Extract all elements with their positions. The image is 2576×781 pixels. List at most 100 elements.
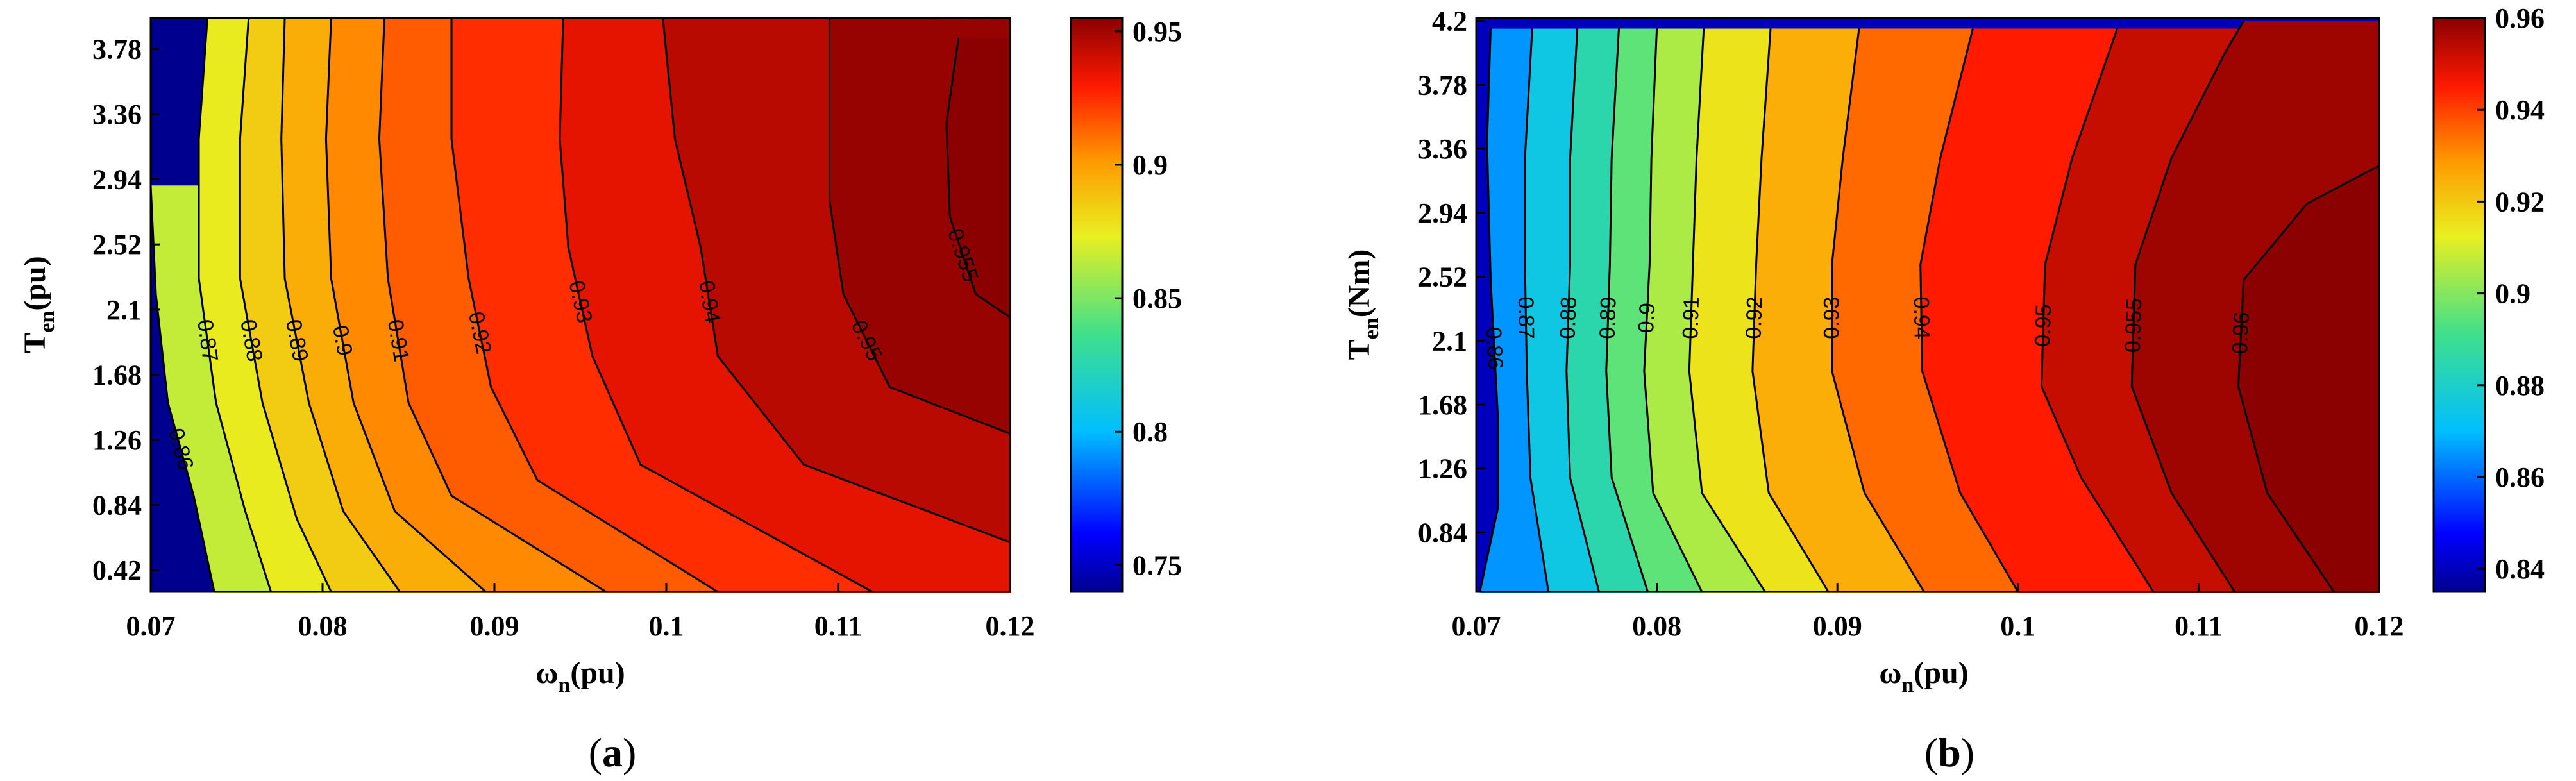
contour-line-0.93: [1831, 28, 1925, 592]
y-tick-label: 4.2: [1432, 6, 1467, 37]
contour-line-0.955: [2130, 20, 2245, 592]
contour-line-0.88: [1565, 28, 1600, 592]
contour-line-0.94: [1919, 28, 2019, 592]
contour-label: 0.9: [328, 324, 357, 358]
x-ticks-b: 0.07 0.08 0.09 0.1 0.11 0.12: [1452, 583, 2404, 642]
x-tick-label: 0.1: [2000, 610, 2035, 642]
contour-label: 0.91: [1678, 296, 1704, 339]
contour-line-0.9: [324, 17, 487, 593]
colorbar-ticks-b: 0.84 0.86 0.88 0.9 0.92 0.94 0.96: [2477, 3, 2545, 585]
contour-label: 0.955: [2121, 298, 2147, 353]
y-tick-label: 0.84: [1418, 517, 1467, 548]
x-tick-label: 0.08: [298, 610, 348, 642]
colorbar-a: [1070, 17, 1124, 593]
contour-line-0.94: [662, 17, 1011, 543]
contour-line-0.92: [1751, 28, 1830, 592]
contour-label: 0.94: [1909, 296, 1934, 339]
contour-line-0.92: [450, 18, 719, 593]
contour-lines-b: [1479, 20, 2380, 592]
y-ticks-a: 0.42 0.84 1.26 1.68 2.1 2.52 2.94 3.36 3.78: [92, 33, 160, 586]
colorbar-b: [2432, 17, 2486, 593]
y-tick-label: 0.84: [92, 490, 142, 521]
y-tick-label: 2.94: [92, 164, 142, 196]
y-axis-label-b: Ten(Nm): [1342, 249, 1383, 360]
contour-line-0.88: [239, 17, 332, 592]
contour-line-0.89: [280, 17, 401, 592]
colorbar-tick-label: 0.95: [1132, 16, 1182, 47]
contour-band-0.96: [2238, 165, 2380, 593]
x-axis-label-a: ωn(pu): [535, 656, 625, 697]
contour-label: 0.96: [2228, 311, 2254, 355]
contour-line-0.96: [2237, 164, 2380, 592]
contour-labels-b: 0.860.87 0.88 0.89 0.9 0.91 0.92 0.93 0.94 0.95 0…: [1481, 296, 2254, 370]
colorbar-tick-label: 0.85: [1132, 283, 1182, 314]
x-tick-label: 0.08: [1632, 610, 1681, 642]
y-tick-label: 2.1: [106, 294, 142, 326]
y-tick-label: 2.1: [1432, 325, 1467, 357]
contour-line-0.86: [149, 185, 215, 592]
y-tick-label: 2.52: [1418, 262, 1467, 293]
colorbar-tick-label: 0.96: [2495, 3, 2545, 34]
x-axis-label-b: ωn(pu): [1879, 656, 1968, 697]
colorbar-tick-label: 0.94: [2495, 94, 2545, 126]
contour-fill-a: [151, 17, 1012, 593]
panel-label-b: (b): [1924, 730, 1974, 775]
contour-line-0.955: [945, 38, 1011, 319]
x-ticks-a: 0.07 0.08 0.09 0.1 0.11 0.12: [126, 583, 1035, 642]
colorbar-tick-label: 0.75: [1132, 550, 1182, 581]
contour-line-0.91: [378, 17, 607, 593]
contour-label: 0.86: [1481, 326, 1507, 370]
y-tick-label: 2.94: [1418, 197, 1467, 229]
contour-label: 0.87: [192, 318, 223, 364]
colorbar-tick-label: 0.92: [2495, 186, 2545, 217]
plot-frame-a: [149, 17, 1011, 593]
y-ticks-b: 0.84 1.26 1.68 2.1 2.52 2.94 3.36 3.78 4.2: [1418, 6, 1485, 548]
contour-line-0.9: [1643, 28, 1703, 592]
contour-band-0.955: [946, 38, 1011, 317]
plot-frame-b: [1475, 17, 2380, 593]
x-tick-label: 0.11: [2175, 610, 2223, 642]
x-tick-label: 0.07: [126, 610, 176, 642]
contour-plot-b: 0.860.87 0.88 0.89 0.9 0.91 0.92 0.93 0.94 0.95 0…: [1342, 3, 2545, 775]
colorbar-tick-label: 0.86: [2495, 462, 2545, 493]
contour-label: 0.87: [1513, 296, 1538, 339]
contour-label: 0.95: [2030, 304, 2056, 347]
contour-label: 0.88: [1556, 296, 1581, 339]
y-tick-label: 1.68: [92, 359, 142, 391]
contour-label: 0.92: [1742, 296, 1767, 339]
y-tick-label: 1.26: [92, 424, 142, 456]
contour-line-0.86: [1479, 28, 1499, 592]
contour-line-0.89: [1605, 28, 1649, 592]
colorbar-tick-label: 0.84: [2495, 553, 2545, 585]
colorbar-tick-label: 0.8: [1132, 416, 1168, 448]
y-tick-label: 3.78: [92, 33, 142, 65]
contour-label: 0.93: [1820, 297, 1844, 339]
x-tick-label: 0.12: [986, 610, 1035, 642]
colorbar-tick-label: 0.88: [2495, 370, 2545, 401]
contour-plot-a: 0.860.87 0.88 0.89 0.9 0.91 0.920.93 0.940.950…: [18, 16, 1182, 775]
colorbar-ticks-a: 0.75 0.8 0.85 0.9 0.95: [1115, 16, 1182, 581]
contour-line-0.91: [1688, 28, 1766, 592]
x-tick-label: 0.11: [814, 610, 863, 642]
contour-line-0.87: [198, 17, 273, 592]
y-tick-label: 1.68: [1418, 389, 1467, 421]
contour-line-0.93: [559, 17, 873, 593]
colorbar-tick-label: 0.9: [2495, 278, 2530, 310]
x-tick-label: 0.09: [470, 610, 519, 642]
y-axis-label-a: Ten(pu): [18, 256, 59, 353]
y-tick-label: 3.36: [1418, 133, 1467, 165]
y-tick-label: 3.36: [92, 99, 142, 130]
x-tick-label: 0.12: [2355, 610, 2404, 642]
contour-line-0.87: [1524, 28, 1550, 592]
y-tick-label: 3.78: [1418, 69, 1467, 101]
x-tick-label: 0.1: [649, 610, 684, 642]
contour-label: 0.89: [1595, 296, 1621, 339]
contour-line-0.95: [829, 18, 1011, 435]
contour-label: 0.9: [1634, 302, 1660, 333]
x-tick-label: 0.09: [1813, 610, 1862, 642]
contour-line-0.95: [2040, 28, 2155, 592]
y-tick-label: 1.26: [1418, 453, 1467, 485]
y-tick-label: 0.42: [92, 555, 142, 586]
panel-label-a: (a): [589, 730, 637, 775]
